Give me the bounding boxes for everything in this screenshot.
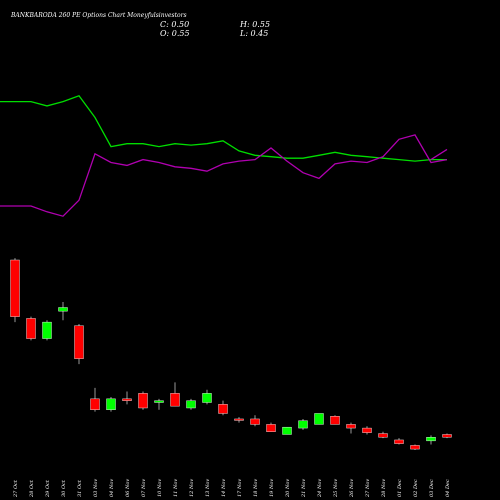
candle-body bbox=[250, 418, 260, 425]
x-tick-label: 25 Nov bbox=[333, 479, 339, 498]
low-value: L: 0.45 bbox=[240, 29, 269, 38]
x-tick-label: 03 Dec bbox=[429, 479, 435, 497]
candle-body bbox=[410, 445, 420, 450]
x-tick-label: 06 Nov bbox=[125, 479, 131, 497]
x-tick-label: 31 Oct bbox=[77, 479, 83, 497]
x-tick-label: 07 Nov bbox=[141, 479, 147, 497]
x-axis-labels: 27 Oct 28 Oct 29 Oct 30 Oct 31 Oct 03 Nov 04 N… bbox=[13, 479, 451, 498]
candle-body bbox=[442, 434, 452, 438]
candle-body bbox=[362, 427, 372, 433]
indicator-lines bbox=[0, 95, 448, 217]
x-tick-label: 26 Nov bbox=[349, 479, 355, 498]
x-tick-label: 12 Nov bbox=[189, 479, 195, 497]
candle-body bbox=[90, 398, 100, 411]
candle-body bbox=[42, 321, 52, 339]
candle-body bbox=[106, 398, 116, 411]
indicator-line bbox=[0, 95, 447, 162]
candle-body bbox=[74, 325, 84, 359]
x-tick-label: 28 Oct bbox=[29, 479, 35, 498]
candle-body bbox=[202, 393, 212, 403]
candle-body bbox=[218, 404, 228, 414]
x-tick-label: 27 Nov bbox=[365, 479, 371, 498]
candle-body bbox=[122, 398, 132, 401]
x-tick-label: 24 Nov bbox=[317, 479, 323, 498]
candle-body bbox=[394, 439, 404, 444]
x-tick-label: 21 Nov bbox=[301, 479, 307, 498]
x-tick-label: 29 Oct bbox=[45, 479, 51, 498]
candle-body bbox=[138, 393, 148, 409]
x-tick-label: 02 Dec bbox=[413, 479, 419, 497]
x-tick-label: 04 Nov bbox=[109, 479, 115, 497]
candle-body bbox=[266, 424, 276, 432]
candle-body bbox=[378, 433, 388, 438]
indicator-line bbox=[430, 148, 448, 161]
candle-body bbox=[282, 426, 292, 435]
candle-body bbox=[314, 413, 324, 425]
candle-body bbox=[58, 307, 68, 312]
x-tick-label: 30 Oct bbox=[61, 479, 67, 497]
candle-body bbox=[234, 418, 244, 421]
close-value: C: 0.50 bbox=[160, 20, 190, 29]
x-tick-label: 11 Nov bbox=[173, 479, 179, 497]
candle-body bbox=[10, 259, 20, 317]
high-value: H: 0.55 bbox=[240, 20, 271, 29]
candle-body bbox=[346, 424, 356, 429]
candle-body bbox=[186, 400, 196, 409]
x-tick-label: 04 Dec bbox=[445, 479, 451, 497]
candle-body bbox=[426, 437, 436, 442]
indicator-line bbox=[0, 134, 448, 217]
x-tick-label: 28 Nov bbox=[381, 479, 387, 498]
candle-body bbox=[170, 393, 180, 407]
candle-body bbox=[298, 420, 308, 429]
x-tick-label: 13 Nov bbox=[205, 479, 211, 497]
chart-title: BANKBARODA 260 PE Options Chart Moneyful… bbox=[11, 12, 187, 19]
x-tick-label: 14 Nov bbox=[221, 479, 227, 497]
x-tick-label: 01 Dec bbox=[397, 479, 403, 497]
x-tick-label: 10 Nov bbox=[157, 479, 163, 497]
candle-body bbox=[26, 318, 36, 339]
candle-body bbox=[154, 400, 164, 403]
candlesticks bbox=[10, 258, 452, 450]
x-tick-label: 03 Nov bbox=[93, 479, 99, 497]
candle-body bbox=[330, 416, 340, 425]
x-tick-label: 20 Nov bbox=[285, 479, 291, 498]
x-tick-label: 18 Nov bbox=[253, 479, 259, 497]
x-tick-label: 27 Oct bbox=[13, 479, 19, 498]
x-tick-label: 17 Nov bbox=[237, 479, 243, 497]
x-tick-label: 19 Nov bbox=[269, 479, 275, 497]
open-value: O: 0.55 bbox=[160, 29, 190, 38]
